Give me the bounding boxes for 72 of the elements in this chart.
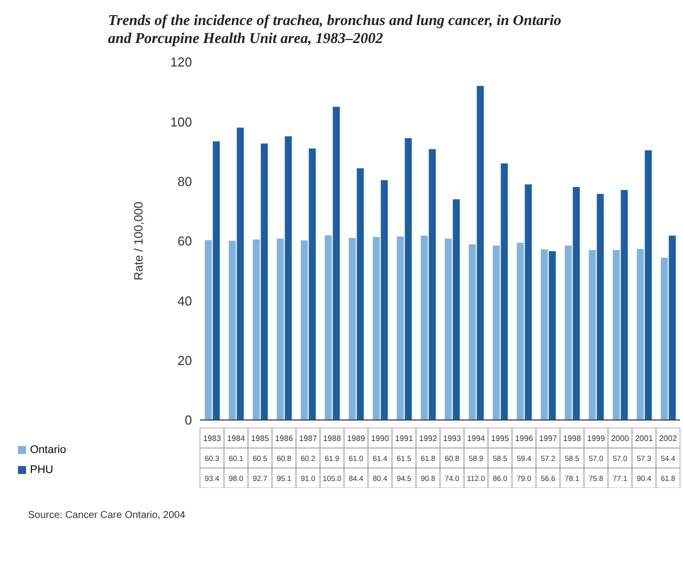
bar [276, 238, 284, 420]
bar [668, 236, 676, 420]
bar [212, 141, 220, 420]
y-tick-label: 40 [178, 293, 192, 308]
x-tick-label: 2001 [635, 434, 654, 443]
x-tick-label: 1994 [467, 434, 486, 443]
bar [396, 236, 404, 420]
bar [332, 106, 340, 420]
bar [660, 258, 668, 420]
x-tick-label: 1998 [563, 434, 582, 443]
x-tick-label: 1988 [323, 434, 342, 443]
y-tick-label: 0 [184, 412, 192, 428]
x-tick-label: 1993 [443, 434, 462, 443]
x-tick-label: 1999 [587, 434, 606, 443]
bar [524, 184, 532, 420]
bar [444, 238, 452, 420]
bar [356, 168, 364, 420]
bar [236, 128, 244, 420]
bar [636, 249, 644, 420]
x-tick-label: 1991 [395, 434, 414, 443]
bar [588, 250, 596, 420]
bar [380, 180, 388, 420]
y-tick-label: 60 [178, 234, 192, 249]
y-tick-label: 100 [170, 114, 192, 130]
y-tick-label: 20 [178, 352, 192, 368]
bar [372, 236, 380, 420]
x-tick-label: 1996 [515, 434, 534, 443]
bar [324, 235, 332, 420]
bar [612, 250, 620, 420]
x-tick-label: 1989 [347, 434, 366, 443]
y-axis-title: Rate / 100,000 [131, 201, 146, 280]
bar [228, 240, 236, 420]
legend-label: Ontario [30, 444, 66, 456]
x-tick-label: 1987 [299, 434, 318, 443]
bar [260, 143, 268, 420]
x-tick-label: 2000 [611, 434, 630, 443]
x-tick-label: 1984 [227, 434, 246, 443]
chart-title: Trends of the incidence of trachea, bronchus and lung cancer, in Ontario and Porcupine Health Unit area, 1983–2002 [107, 12, 562, 48]
bar [420, 236, 428, 420]
bar [308, 148, 316, 420]
x-tick-label: 1990 [371, 434, 390, 443]
legend-label: PHU [30, 464, 54, 476]
x-tick-label: 1992 [419, 434, 438, 443]
x-tick-label: 1986 [275, 434, 294, 443]
bar [620, 190, 628, 420]
bar [300, 240, 308, 420]
bar [596, 194, 604, 420]
x-tick-label: 1983 [203, 434, 222, 443]
bar [564, 245, 572, 420]
x-tick-label: 1995 [491, 434, 510, 443]
bar [572, 187, 580, 420]
bar [476, 86, 484, 420]
bar [644, 150, 652, 420]
bar [452, 199, 460, 420]
y-tick-label: 80 [178, 174, 192, 189]
bar [284, 136, 292, 420]
bar [540, 249, 548, 420]
bar [516, 242, 524, 420]
bar [204, 240, 212, 420]
bar [428, 149, 436, 420]
source-note: Source: Cancer Care Ontario, 2004 [27, 509, 186, 521]
bar [404, 138, 412, 420]
bar [252, 240, 260, 420]
bar [548, 251, 556, 420]
bar [492, 245, 500, 420]
x-tick-label: 2002 [659, 434, 678, 443]
bar [348, 238, 356, 420]
x-tick-label: 1997 [539, 434, 558, 443]
y-tick-label: 120 [170, 54, 192, 70]
x-tick-label: 1985 [251, 434, 270, 443]
bar [500, 163, 508, 420]
bar [468, 244, 476, 420]
